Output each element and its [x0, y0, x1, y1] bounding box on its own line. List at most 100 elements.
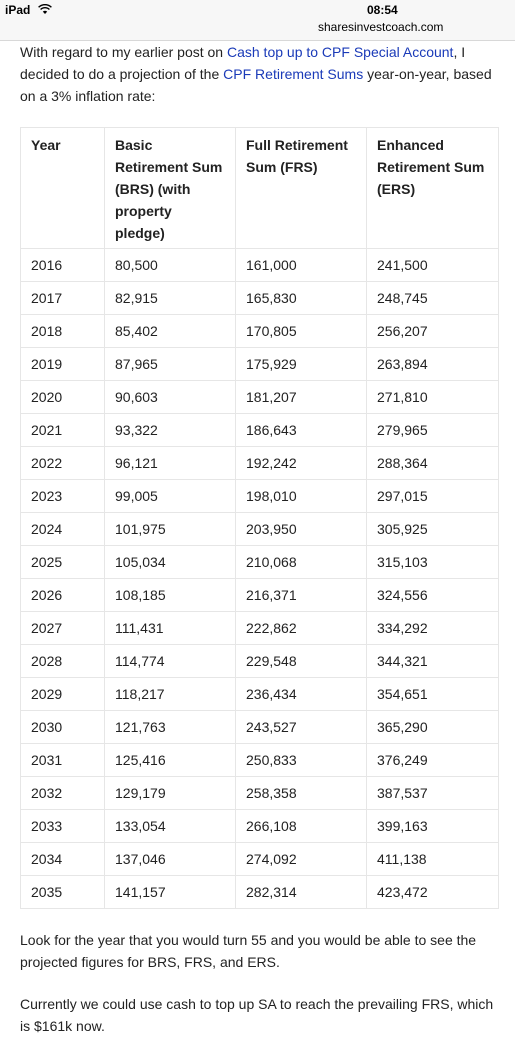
table-cell: 334,292: [366, 611, 499, 645]
table-cell: 282,314: [235, 875, 367, 909]
clock: 08:54: [367, 3, 398, 17]
table-cell: 170,805: [235, 314, 367, 348]
link[interactable]: CPF Retirement Sums: [223, 66, 364, 82]
table-row: 2031 125,416 250,833 376,249: [20, 743, 499, 777]
table-cell: 192,242: [235, 446, 367, 480]
table-cell: 90,603: [104, 380, 236, 414]
table-cell: 243,527: [235, 710, 367, 744]
table-cell: 105,034: [104, 545, 236, 579]
link[interactable]: Cash top up to CPF Special Account: [226, 44, 454, 60]
table-row: 2025 105,034 210,068 315,103: [20, 545, 499, 579]
text: year-on-year, based on a 3% inflation ra…: [20, 66, 492, 104]
table-cell: 315,103: [366, 545, 499, 579]
table-row: 2018 85,402 170,805 256,207: [20, 314, 499, 348]
table-cell: 108,185: [104, 578, 236, 612]
table-cell: 2031: [20, 743, 105, 777]
table-cell: 236,434: [235, 677, 367, 711]
table-row: 2032 129,179 258,358 387,537: [20, 776, 499, 810]
status-bar: iPad 08:54 sharesinvestcoach.com: [0, 0, 515, 41]
table-cell: 80,500: [104, 248, 236, 282]
table-row: 2029 118,217 236,434 354,651: [20, 677, 499, 711]
table-cell: 186,643: [235, 413, 367, 447]
table-cell: 387,537: [366, 776, 499, 810]
table-cell: 203,950: [235, 512, 367, 546]
projection-table: Year Basic Retirement Sum (BRS) (with pro…: [20, 127, 499, 909]
table-cell: 2019: [20, 347, 105, 381]
device-name: iPad: [5, 3, 31, 17]
table-cell: 263,894: [366, 347, 499, 381]
table-cell: 2028: [20, 644, 105, 678]
table-cell: 165,830: [235, 281, 367, 315]
table-cell: 365,290: [366, 710, 499, 744]
table-cell: 137,046: [104, 842, 236, 876]
table-cell: 129,179: [104, 776, 236, 810]
table-row: 2030 121,763 243,527 365,290: [20, 710, 499, 744]
table-cell: 96,121: [104, 446, 236, 480]
table-cell: 271,810: [366, 380, 499, 414]
column-header: Basic Retirement Sum (BRS) (with propert…: [104, 127, 236, 249]
table-cell: 411,138: [366, 842, 499, 876]
table-cell: 82,915: [104, 281, 236, 315]
table-cell: 93,322: [104, 413, 236, 447]
table-row: 2027 111,431 222,862 334,292: [20, 611, 499, 645]
table-row: 2023 99,005 198,010 297,015: [20, 479, 499, 513]
table-cell: 324,556: [366, 578, 499, 612]
table-cell: 2021: [20, 413, 105, 447]
table-cell: 2017: [20, 281, 105, 315]
paragraph: Currently we could use cash to top up SA…: [20, 996, 494, 1034]
table-cell: 376,249: [366, 743, 499, 777]
column-header: Full Retirement Sum (FRS): [235, 127, 367, 249]
text: With regard to my earlier post on: [20, 44, 227, 60]
column-header: Enhanced Retirement Sum (ERS): [366, 127, 499, 249]
table-cell: 305,925: [366, 512, 499, 546]
table-cell: 229,548: [235, 644, 367, 678]
table-cell: 2023: [20, 479, 105, 513]
table-cell: 241,500: [366, 248, 499, 282]
table-cell: 2016: [20, 248, 105, 282]
article: With regard to my earlier post on Cash t…: [20, 41, 499, 1037]
intro-paragraph: With regard to my earlier post on Cash t…: [20, 41, 498, 107]
table-cell: 354,651: [366, 677, 499, 711]
table-cell: 344,321: [366, 644, 499, 678]
table-cell: 85,402: [104, 314, 236, 348]
table-cell: 2020: [20, 380, 105, 414]
table-cell: 125,416: [104, 743, 236, 777]
table-cell: 111,431: [104, 611, 236, 645]
column-header: Year: [20, 127, 105, 249]
table-row: 2017 82,915 165,830 248,745: [20, 281, 499, 315]
table-cell: 87,965: [104, 347, 236, 381]
table-row: 2035 141,157 282,314 423,472: [20, 875, 499, 909]
table-row: 2021 93,322 186,643 279,965: [20, 413, 499, 447]
table-cell: 2022: [20, 446, 105, 480]
table-cell: 121,763: [104, 710, 236, 744]
table-cell: 181,207: [235, 380, 367, 414]
table-cell: 258,358: [235, 776, 367, 810]
table-cell: 2024: [20, 512, 105, 546]
table-row: 2022 96,121 192,242 288,364: [20, 446, 499, 480]
table-cell: 114,774: [104, 644, 236, 678]
table-cell: 266,108: [235, 809, 367, 843]
table-cell: 256,207: [366, 314, 499, 348]
table-cell: 2034: [20, 842, 105, 876]
table-cell: 2030: [20, 710, 105, 744]
table-cell: 248,745: [366, 281, 499, 315]
table-cell: 99,005: [104, 479, 236, 513]
table-cell: 279,965: [366, 413, 499, 447]
table-cell: 2018: [20, 314, 105, 348]
paragraph: Look for the year that you would turn 55…: [20, 932, 477, 970]
table-cell: 198,010: [235, 479, 367, 513]
table-cell: 216,371: [235, 578, 367, 612]
table-cell: 210,068: [235, 545, 367, 579]
table-cell: 2033: [20, 809, 105, 843]
header-row: Year Basic Retirement Sum (BRS) (with pro…: [20, 127, 499, 249]
table-cell: 2027: [20, 611, 105, 645]
table-row: 2034 137,046 274,092 411,138: [20, 842, 499, 876]
table-cell: 274,092: [235, 842, 367, 876]
table-cell: 2035: [20, 875, 105, 909]
table-row: 2024 101,975 203,950 305,925: [20, 512, 499, 546]
table-row: 2020 90,603 181,207 271,810: [20, 380, 499, 414]
table-cell: 2032: [20, 776, 105, 810]
table-row: 2026 108,185 216,371 324,556: [20, 578, 499, 612]
url[interactable]: sharesinvestcoach.com: [318, 20, 444, 34]
